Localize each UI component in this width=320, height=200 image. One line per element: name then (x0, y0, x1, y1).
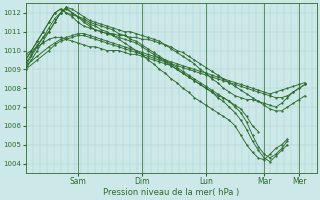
X-axis label: Pression niveau de la mer( hPa ): Pression niveau de la mer( hPa ) (103, 188, 239, 197)
